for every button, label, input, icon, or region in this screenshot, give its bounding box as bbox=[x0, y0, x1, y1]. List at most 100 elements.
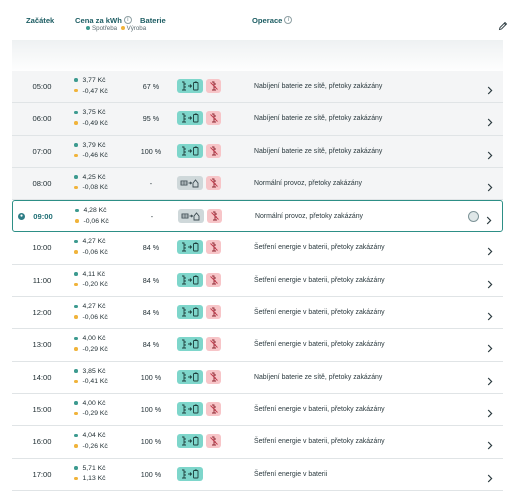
column-start[interactable]: Začátek bbox=[26, 16, 55, 25]
column-price[interactable]: Cena za kWh i bbox=[75, 16, 132, 25]
production-dot-icon bbox=[74, 347, 78, 351]
export-blocked-icon bbox=[206, 111, 221, 126]
grid-to-battery-icon bbox=[177, 79, 203, 93]
chevron-right-icon[interactable] bbox=[487, 243, 493, 256]
row-price: 3,79 Kč -0,46 Kč bbox=[74, 141, 108, 162]
table-row[interactable]: 06:00 3,75 Kč -0,49 Kč 95 % Nabíjení baterie… bbox=[12, 103, 503, 136]
sell-price: -0,29 Kč bbox=[82, 345, 108, 353]
buy-price: 4,00 Kč bbox=[82, 399, 106, 407]
row-operation: Šetření energie v baterii, přetoky zakáz… bbox=[254, 309, 385, 317]
consumption-dot-icon bbox=[74, 466, 78, 470]
row-price: 4,04 Kč -0,26 Kč bbox=[74, 431, 108, 452]
table-row[interactable]: 11:00 4,11 Kč -0,20 Kč 84 % Šetření energie … bbox=[12, 264, 503, 298]
table-row[interactable]: 16:00 4,04 Kč -0,26 Kč 100 % Šetření energie… bbox=[12, 426, 503, 459]
row-battery: - bbox=[149, 178, 153, 188]
consumption-dot-icon bbox=[74, 369, 78, 373]
calendar-icon[interactable] bbox=[468, 211, 479, 223]
row-start-time: 13:00 bbox=[32, 340, 52, 350]
table-row[interactable]: 08:00 4,25 Kč -0,08 Kč - Normální provoz, př… bbox=[12, 167, 503, 201]
row-start-time: 12:00 bbox=[32, 308, 52, 318]
row-price: 3,75 Kč -0,49 Kč bbox=[74, 108, 108, 129]
table-row[interactable]: 17:00 5,71 Kč 1,13 Kč 100 % Šetření energie … bbox=[12, 458, 503, 491]
production-dot-icon bbox=[120, 26, 125, 31]
buy-price: 3,77 Kč bbox=[82, 77, 106, 84]
table-row[interactable]: 12:00 4,27 Kč -0,06 Kč 84 % Šetření energie … bbox=[12, 297, 503, 330]
row-operation: Nabíjení baterie ze sítě, přetoky zakázá… bbox=[254, 373, 383, 381]
table-row[interactable]: 05:00 3,77 Kč -0,47 Kč 67 % Nabíjení baterie… bbox=[12, 71, 503, 104]
chevron-right-icon[interactable] bbox=[487, 114, 493, 127]
row-battery: 84 % bbox=[142, 275, 160, 285]
grid-to-battery-icon bbox=[177, 401, 203, 416]
schedule-table: 05:00 3,77 Kč -0,47 Kč 67 % Nabíjení baterie… bbox=[12, 71, 503, 491]
export-blocked-icon bbox=[206, 240, 221, 255]
row-start-time: 08:00 bbox=[32, 178, 52, 188]
table-row[interactable]: 14:00 3,85 Kč -0,41 Kč 100 % Nabíjení bateri… bbox=[12, 361, 503, 394]
column-operation[interactable]: Operace i bbox=[252, 16, 293, 25]
consumption-dot-icon bbox=[74, 143, 78, 147]
production-dot-icon bbox=[74, 476, 78, 481]
info-icon[interactable]: i bbox=[123, 16, 132, 24]
export-blocked-icon bbox=[206, 272, 221, 287]
row-start-time: 14:00 bbox=[32, 372, 52, 382]
grid-to-battery-icon bbox=[177, 240, 203, 255]
pencil-icon[interactable] bbox=[498, 21, 508, 31]
table-row[interactable]: 07:00 3,79 Kč -0,46 Kč 100 % Nabíjení bateri… bbox=[12, 135, 503, 168]
normal-operation-icon bbox=[177, 175, 203, 190]
row-battery: 84 % bbox=[142, 243, 160, 253]
row-battery: 100 % bbox=[140, 469, 162, 479]
row-start-time: 05:00 bbox=[32, 82, 52, 91]
production-dot-icon bbox=[74, 379, 78, 384]
info-icon[interactable]: i bbox=[284, 16, 293, 24]
buy-price: 4,27 Kč bbox=[82, 303, 106, 311]
chevron-right-icon[interactable] bbox=[487, 82, 493, 95]
row-start-time: 11:00 bbox=[32, 275, 52, 285]
header-shadow bbox=[12, 40, 503, 74]
chevron-right-icon[interactable] bbox=[487, 147, 493, 160]
row-battery: 84 % bbox=[142, 308, 160, 318]
chevron-right-icon[interactable] bbox=[487, 276, 493, 289]
row-price: 4,27 Kč -0,06 Kč bbox=[74, 302, 108, 323]
table-row[interactable]: 15:00 4,00 Kč -0,29 Kč 100 % Šetření energie… bbox=[12, 393, 503, 427]
buy-price: 4,27 Kč bbox=[82, 238, 106, 246]
chevron-right-icon[interactable] bbox=[487, 179, 493, 192]
row-battery: 67 % bbox=[142, 82, 160, 91]
grid-to-battery-icon bbox=[177, 337, 203, 352]
buy-price: 5,71 Kč bbox=[82, 464, 106, 472]
buy-price: 4,04 Kč bbox=[82, 432, 106, 440]
chevron-right-icon[interactable] bbox=[486, 212, 492, 225]
production-dot-icon bbox=[74, 121, 78, 125]
grid-to-battery-icon bbox=[177, 466, 203, 481]
row-price: 4,28 Kč -0,06 Kč bbox=[75, 206, 109, 227]
buy-price: 3,75 Kč bbox=[82, 109, 106, 117]
sell-price: 1,13 Kč bbox=[82, 475, 106, 483]
row-battery: 84 % bbox=[142, 340, 160, 350]
consumption-dot-icon bbox=[74, 401, 78, 405]
export-blocked-icon bbox=[206, 401, 221, 416]
production-dot-icon bbox=[74, 282, 78, 287]
table-row[interactable]: 13:00 4,00 Kč -0,29 Kč 84 % Šetření energie … bbox=[12, 329, 503, 362]
sell-price: -0,49 Kč bbox=[82, 119, 108, 127]
consumption-dot-icon bbox=[75, 208, 79, 213]
grid-to-battery-icon bbox=[177, 272, 203, 287]
row-start-time: 09:00 bbox=[33, 212, 53, 222]
chevron-right-icon[interactable] bbox=[487, 437, 493, 450]
grid-to-battery-icon bbox=[177, 111, 203, 126]
sell-price: -0,20 Kč bbox=[82, 281, 108, 289]
production-dot-icon bbox=[74, 153, 78, 158]
chevron-right-icon[interactable] bbox=[487, 470, 493, 482]
sell-price: -0,47 Kč bbox=[82, 87, 108, 95]
chevron-right-icon[interactable] bbox=[487, 340, 493, 353]
sell-price: -0,26 Kč bbox=[82, 442, 108, 450]
table-row[interactable]: 10:00 4,27 Kč -0,06 Kč 84 % Šetření energie … bbox=[12, 232, 503, 265]
row-start-time: 07:00 bbox=[32, 146, 52, 156]
row-operation: Nabíjení baterie ze sítě, přetoky zakázá… bbox=[254, 83, 383, 90]
table-row[interactable]: ● 09:00 4,28 Kč -0,06 Kč - Normální provoz, p… bbox=[12, 200, 503, 233]
chevron-right-icon[interactable] bbox=[487, 308, 493, 321]
row-battery: 100 % bbox=[140, 372, 162, 382]
row-price: 4,25 Kč -0,08 Kč bbox=[74, 173, 108, 194]
chevron-right-icon[interactable] bbox=[487, 405, 493, 418]
export-blocked-icon bbox=[206, 434, 221, 449]
column-battery[interactable]: Baterie bbox=[140, 16, 166, 25]
chevron-right-icon[interactable] bbox=[487, 373, 493, 386]
legend-production: Výroba bbox=[126, 25, 147, 32]
